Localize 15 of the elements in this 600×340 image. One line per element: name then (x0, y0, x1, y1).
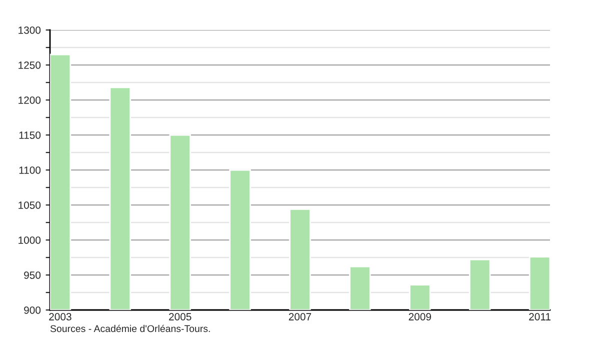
y-tick-label: 1100 (19, 166, 41, 174)
y-tick-label: 1300 (18, 26, 41, 34)
y-tick-label: 1200 (18, 96, 41, 104)
y-tick-label: 1250 (18, 62, 41, 69)
y-tick-label: 1000 (18, 236, 41, 244)
y-tick-label: 950 (24, 272, 41, 279)
source-note: Sources - Académie d'Orléans-Tours. (50, 324, 210, 332)
y-tick-label: 1050 (18, 202, 41, 209)
x-tick-label: 2009 (408, 313, 431, 320)
y-tick-label: 900 (24, 306, 41, 314)
x-tick-label: 2003 (49, 313, 72, 320)
x-tick-label: 2011 (529, 313, 551, 320)
x-tick-label: 2007 (288, 313, 312, 320)
x-tick-label: 2005 (169, 313, 192, 320)
y-tick-label: 1150 (19, 132, 41, 139)
